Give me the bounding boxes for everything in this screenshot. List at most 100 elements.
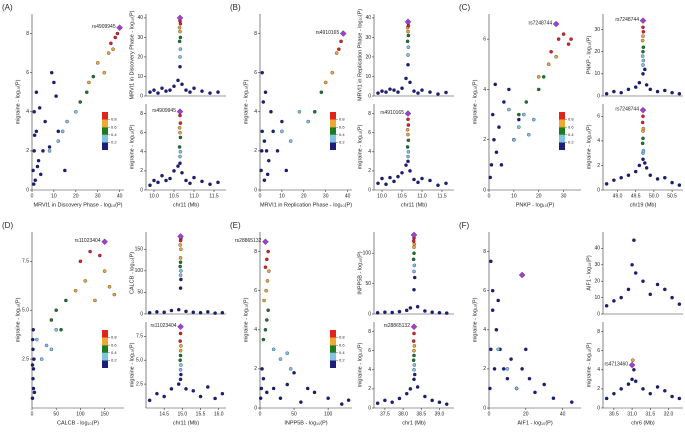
y-tick-label: 0 — [597, 187, 600, 193]
legend-swatch — [330, 337, 336, 346]
x-tick-label: 150 — [100, 411, 109, 417]
legend-tick-label: 0.8 — [339, 117, 345, 122]
snp-point — [260, 149, 264, 153]
y-axis-label: migraine - log₁₀(P) — [357, 342, 363, 387]
x-tick-label: 10.5 — [169, 193, 179, 199]
snp-point — [180, 171, 184, 175]
snp-point — [111, 47, 115, 51]
snp-point — [655, 282, 660, 287]
snp-point — [192, 86, 196, 90]
legend-swatch — [330, 345, 336, 353]
x-axis-label: chr11 (Mb) — [173, 420, 199, 426]
legend-tick-label: 0.4 — [568, 132, 574, 137]
snp-point — [383, 398, 387, 403]
snp-point — [284, 168, 289, 173]
snp-point — [37, 106, 42, 110]
snp-point — [412, 251, 416, 256]
y-tick-label: 6 — [597, 348, 600, 354]
panel-label: (E) — [230, 221, 241, 230]
snp-point — [264, 149, 269, 153]
snp-point — [59, 328, 63, 332]
x-tick-label: 38.0 — [398, 411, 408, 417]
snp-point — [63, 168, 67, 173]
snp-point — [156, 180, 160, 185]
legend-tick-label: 0.8 — [339, 335, 345, 340]
snp-point — [54, 94, 58, 98]
lead-snp — [262, 238, 269, 245]
x-tick-label: 30 — [95, 193, 101, 199]
y-tick-label: 30 — [137, 35, 143, 41]
snp-point — [98, 253, 102, 258]
legend-swatch — [102, 112, 108, 120]
snp-point — [271, 386, 276, 391]
y-tick-label: 20 — [594, 279, 600, 285]
y-tick-label: 20 — [594, 49, 600, 55]
x-tick-label: 11.5 — [209, 193, 219, 199]
x-tick-label: 10.0 — [377, 193, 387, 199]
snp-point — [412, 287, 416, 292]
snp-point — [494, 328, 499, 332]
x-tick-label: 40 — [560, 411, 566, 417]
legend-swatch — [330, 127, 336, 135]
snp-point — [412, 263, 417, 268]
snp-point — [437, 400, 442, 405]
snp-point — [180, 82, 184, 87]
snp-point — [155, 391, 159, 396]
snp-point — [536, 87, 541, 92]
snp-point — [65, 119, 69, 124]
snp-point — [406, 123, 411, 127]
snp-point — [155, 310, 159, 314]
snp-point — [49, 347, 54, 352]
snp-point — [78, 259, 83, 264]
snp-point — [220, 391, 225, 396]
x-axis-label: MRVI1 in Replication Phase - log₁₀(P) — [260, 202, 352, 208]
snp-point — [663, 287, 667, 292]
snp-point — [648, 173, 653, 178]
snp-point — [49, 318, 54, 322]
snp-point — [626, 382, 631, 386]
x-tick-label: 0 — [31, 411, 34, 417]
snp-point — [263, 328, 268, 332]
snp-point — [641, 45, 646, 49]
lead-snp-label: rs28865132 — [235, 238, 262, 244]
snp-point — [641, 114, 645, 119]
snp-point — [488, 386, 492, 391]
snp-point — [640, 141, 645, 146]
y-tick-label: 2 — [368, 386, 371, 392]
y-tick-label: 4 — [483, 87, 486, 93]
lead-snp — [177, 233, 184, 240]
y-tick-label: 2 — [140, 168, 143, 174]
panel-label: (B) — [230, 3, 241, 12]
snp-point — [397, 309, 402, 314]
snp-point — [641, 387, 645, 391]
lead-snp-label: rs7248744 — [528, 20, 552, 26]
y-tick-label: 30 — [594, 27, 600, 33]
y-axis-label: MRVI1 in Replication Phase - log₁₀(P) — [357, 9, 363, 101]
snp-point — [323, 80, 328, 85]
x-tick-label: 32.0 — [664, 411, 674, 417]
y-tick-label: 2 — [254, 148, 257, 154]
snp-point — [430, 310, 434, 314]
snp-point — [437, 311, 442, 315]
y-tick-label: 6 — [254, 288, 257, 294]
y-tick-label: 0 — [254, 405, 257, 411]
y-tick-label: 30 — [594, 262, 600, 268]
snp-point — [436, 183, 440, 187]
y-axis-label: MRVI1 in Discovery Phase - log₁₀(P) — [129, 10, 135, 99]
lead-snp-label: rs4910165 — [316, 30, 340, 36]
snp-point — [641, 58, 646, 63]
legend-swatch — [559, 112, 565, 120]
snp-point — [179, 344, 183, 348]
snp-point — [262, 139, 267, 143]
snp-point — [444, 311, 449, 315]
legend-swatch — [559, 127, 565, 135]
snp-point — [566, 42, 571, 46]
snp-point — [396, 90, 400, 94]
legend-swatch — [330, 142, 336, 150]
snp-point — [489, 347, 493, 352]
y-tick-label: 50 — [365, 281, 371, 287]
snp-point — [178, 377, 183, 382]
snp-point — [633, 85, 638, 89]
panel-label: (F) — [459, 221, 470, 230]
